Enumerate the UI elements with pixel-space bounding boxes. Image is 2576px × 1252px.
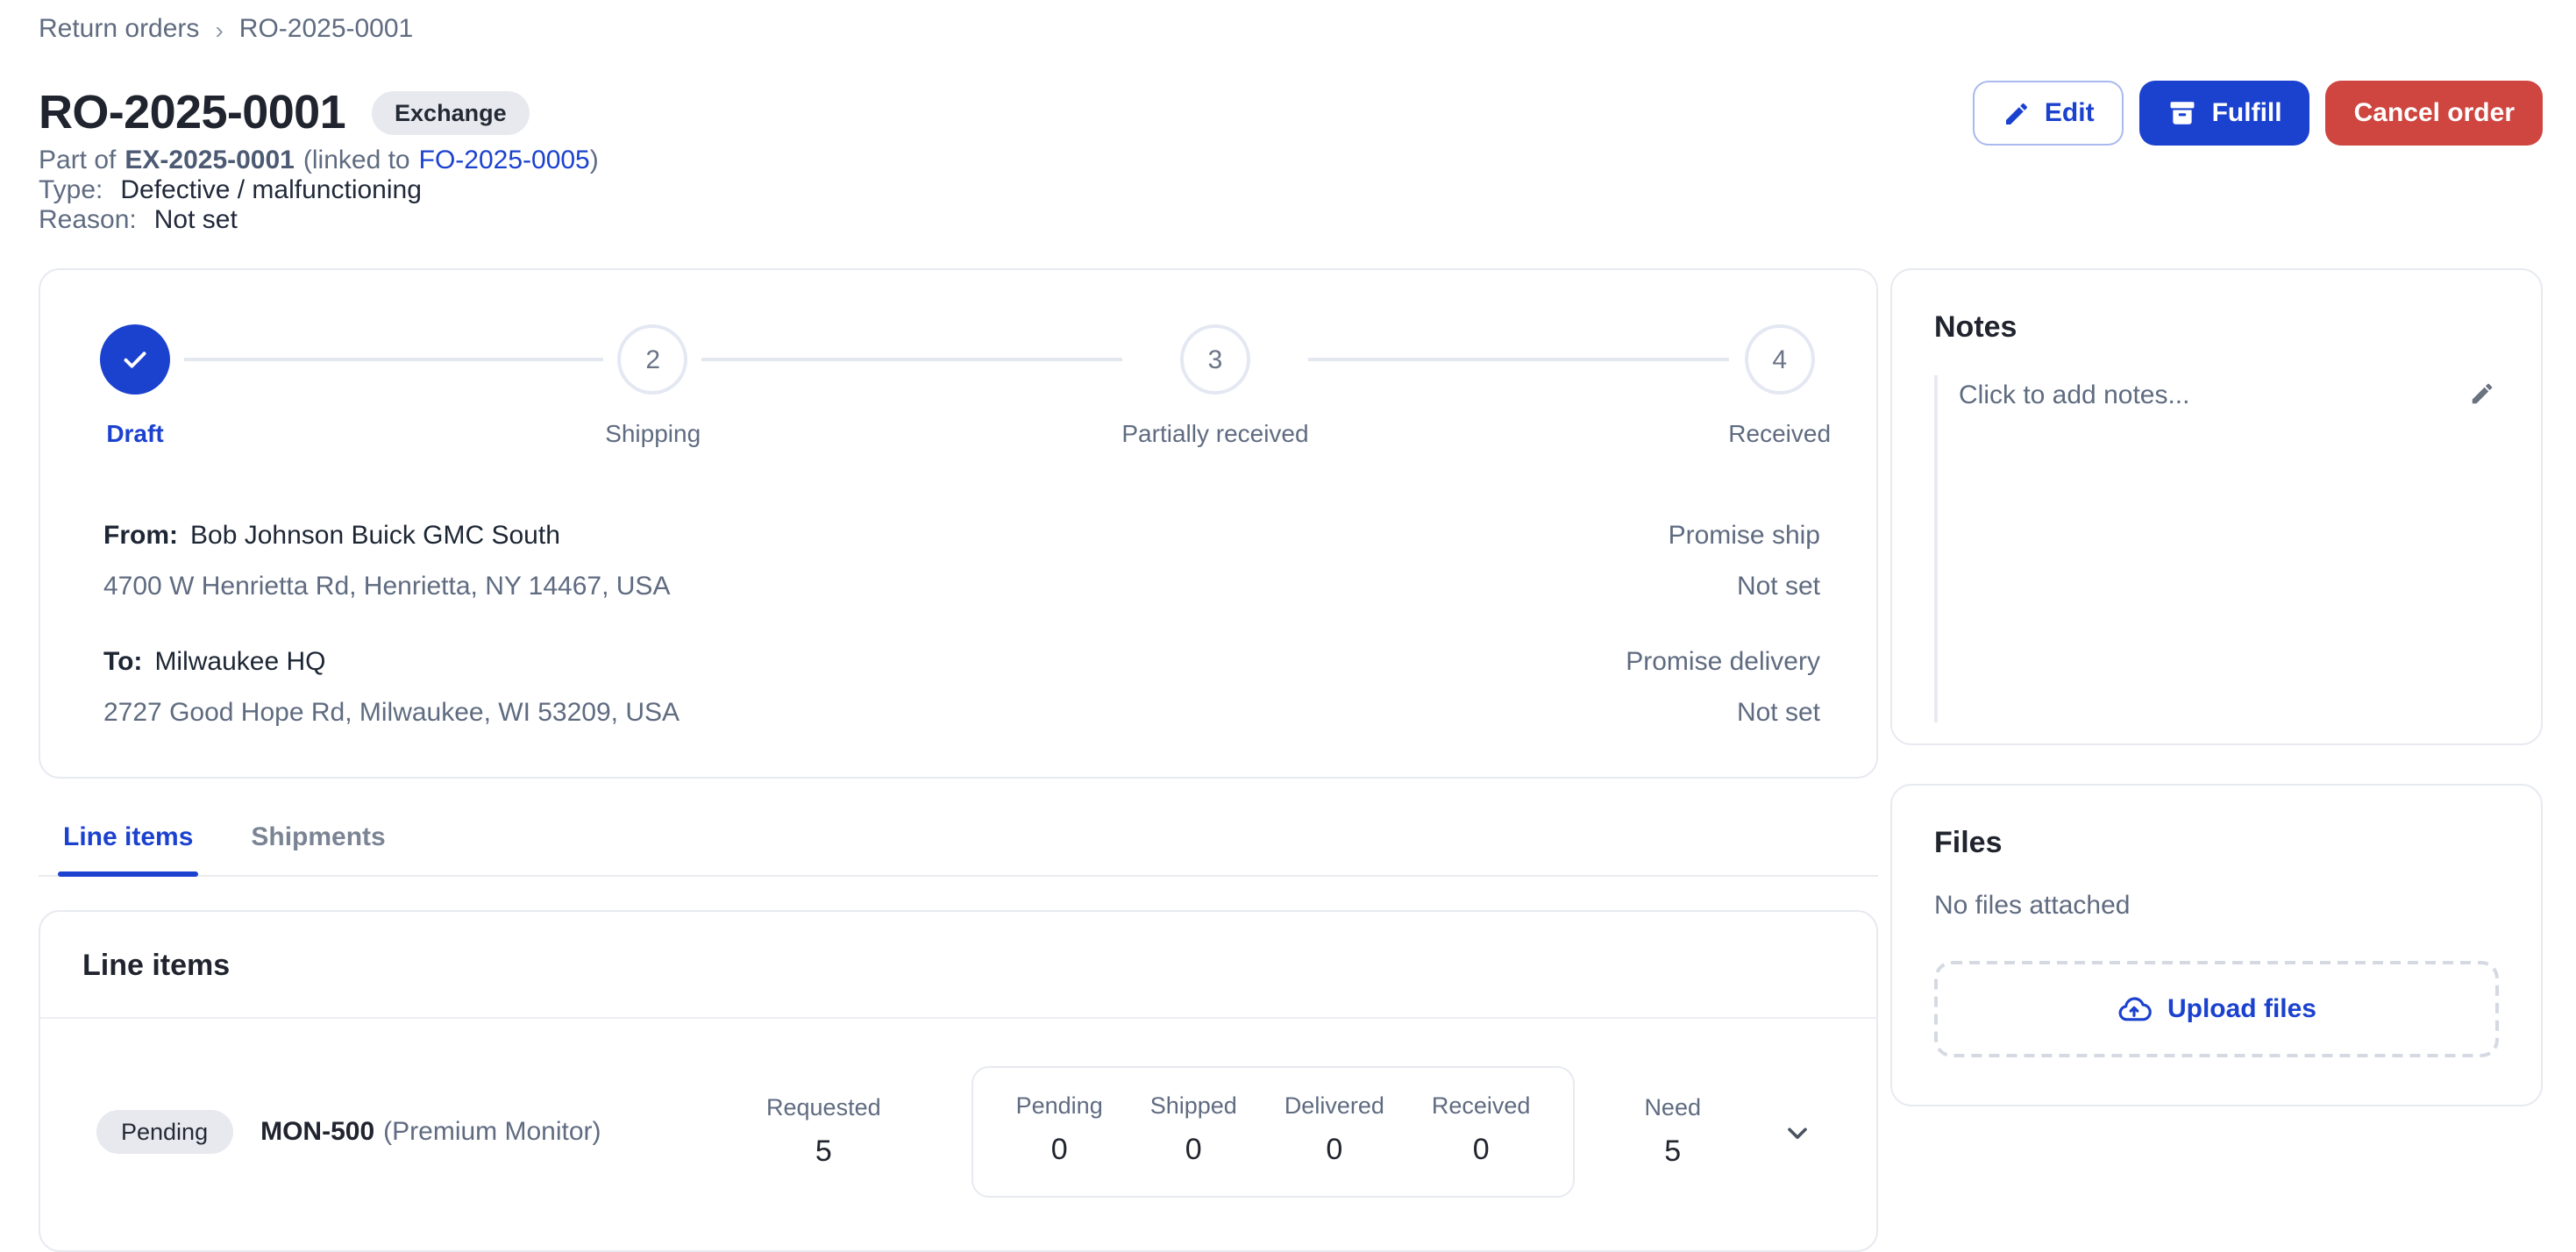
step-connector [701, 358, 1122, 361]
breadcrumb-current: RO-2025-0001 [238, 14, 414, 44]
step-label: Draft [106, 419, 164, 447]
linked-order-link[interactable]: FO-2025-0005 [418, 146, 590, 175]
tab-line-items[interactable]: Line items [58, 822, 199, 877]
line-items-card: Line items Pending MON-500 (Premium Monit… [39, 910, 1878, 1252]
parent-order-line: Part of EX-2025-0001 (linked to FO-2025-000… [39, 146, 2543, 175]
breadcrumb-return-orders[interactable]: Return orders [39, 14, 200, 44]
from-label: From: [103, 521, 178, 551]
divider [40, 1017, 1876, 1019]
fulfill-button-label: Fulfill [2211, 98, 2282, 128]
to-label: To: [103, 647, 143, 677]
step-number: 3 [1179, 324, 1250, 395]
files-title: Files [1934, 826, 2003, 859]
type-value: Defective / malfunctioning [120, 175, 422, 205]
notes-editor[interactable]: Click to add notes... [1934, 375, 2499, 722]
step-label: Shipping [605, 419, 701, 447]
reason-value: Not set [153, 205, 238, 235]
pencil-icon[interactable] [2469, 381, 2495, 407]
quantity-stats-box: Pending 0 Shipped 0 Delivered 0 [971, 1066, 1575, 1198]
reason-label: Reason: [39, 205, 137, 235]
stat-pending: Pending 0 [1015, 1092, 1103, 1166]
upload-files-button[interactable]: Upload files [1934, 961, 2499, 1057]
parent-order-number: EX-2025-0001 [125, 146, 295, 175]
promise-ship-label: Promise ship [1668, 521, 1820, 551]
need-value: 5 [1664, 1135, 1682, 1168]
notes-card: Notes Click to add notes... [1890, 268, 2543, 745]
cloud-upload-icon [2117, 992, 2152, 1027]
from-name: Bob Johnson Buick GMC South [190, 521, 560, 551]
product-description: (Premium Monitor) [383, 1117, 601, 1147]
type-line: Type: Defective / malfunctioning [39, 175, 2543, 205]
step-connector [184, 358, 604, 361]
step-number: 2 [617, 324, 688, 395]
archive-box-icon [2168, 98, 2198, 128]
need-label: Need [1644, 1094, 1701, 1120]
promise-delivery-label: Promise delivery [1626, 647, 1820, 677]
step-label: Received [1728, 419, 1832, 447]
header-actions: Edit Fulfill Cancel order [1972, 81, 2543, 146]
step-label: Partially received [1121, 419, 1309, 447]
product-sku: MON-500 [260, 1117, 375, 1147]
step-partially-received: 3 Partially received [1121, 324, 1309, 447]
order-meta: Part of EX-2025-0001 (linked to FO-2025-000… [39, 146, 2543, 235]
chevron-down-icon [1782, 1116, 1813, 1148]
check-icon [100, 324, 170, 395]
type-label: Type: [39, 175, 103, 205]
from-address: 4700 W Henrietta Rd, Henrietta, NY 14467… [103, 572, 671, 601]
return-order-page: Return orders › RO-2025-0001 RO-2025-000… [39, 14, 2543, 1252]
notes-title: Notes [1934, 310, 2017, 344]
page-title: RO-2025-0001 [39, 86, 346, 139]
product-name: MON-500 (Premium Monitor) [260, 1117, 601, 1147]
to-name: Milwaukee HQ [154, 647, 326, 677]
step-received: 4 Received [1728, 324, 1831, 447]
order-type-badge: Exchange [372, 91, 530, 135]
stat-received: Received 0 [1431, 1092, 1531, 1166]
tab-bar: Line items Shipments [39, 822, 1878, 877]
fulfill-button[interactable]: Fulfill [2139, 81, 2310, 146]
edit-button[interactable]: Edit [1972, 81, 2124, 146]
need-quantity: Need 5 [1644, 1094, 1701, 1170]
tab-shipments[interactable]: Shipments [251, 822, 386, 852]
cancel-order-button[interactable]: Cancel order [2325, 81, 2543, 146]
requested-quantity: Requested 5 [766, 1094, 881, 1170]
stat-shipped: Shipped 0 [1149, 1092, 1237, 1166]
shipment-addresses: From: Bob Johnson Buick GMC South 4700 W … [82, 521, 1834, 728]
cancel-order-button-label: Cancel order [2353, 98, 2515, 128]
breadcrumb: Return orders › RO-2025-0001 [39, 14, 2543, 44]
part-of-prefix: Part of [39, 146, 117, 175]
status-card: Draft 2 Shipping 3 Partially received [39, 268, 1878, 779]
edit-button-label: Edit [2044, 98, 2095, 128]
step-number: 4 [1744, 324, 1815, 395]
stat-delivered: Delivered 0 [1284, 1092, 1384, 1166]
notes-placeholder: Click to add notes... [1959, 381, 2190, 410]
pencil-icon [2003, 99, 2031, 127]
upload-files-label: Upload files [2167, 994, 2316, 1024]
status-stepper: Draft 2 Shipping 3 Partially received [82, 316, 1834, 447]
reason-line: Reason: Not set [39, 205, 2543, 235]
promise-ship-value: Not set [1736, 572, 1820, 601]
from-line: From: Bob Johnson Buick GMC South [103, 521, 680, 551]
linked-suffix: ) [589, 146, 599, 175]
row-expand-button[interactable] [1782, 1116, 1813, 1148]
to-address: 2727 Good Hope Rd, Milwaukee, WI 53209, … [103, 698, 680, 728]
requested-value: 5 [815, 1135, 832, 1168]
files-card: Files No files attached Upload files [1890, 784, 2543, 1106]
status-badge: Pending [96, 1110, 233, 1154]
files-empty-text: No files attached [1934, 891, 2131, 921]
page-header: RO-2025-0001 Exchange Edit Fulfill [39, 81, 2543, 146]
step-shipping: 2 Shipping [604, 324, 702, 447]
promise-delivery-value: Not set [1736, 698, 1820, 728]
to-line: To: Milwaukee HQ [103, 647, 680, 677]
requested-label: Requested [766, 1094, 881, 1120]
step-draft: Draft [86, 324, 184, 447]
step-connector [1308, 358, 1729, 361]
line-item-row: Pending MON-500 (Premium Monitor) Request… [40, 1019, 1876, 1250]
linked-prefix: (linked to [302, 146, 410, 175]
breadcrumb-separator-icon: › [215, 15, 224, 43]
line-items-title: Line items [82, 949, 231, 982]
